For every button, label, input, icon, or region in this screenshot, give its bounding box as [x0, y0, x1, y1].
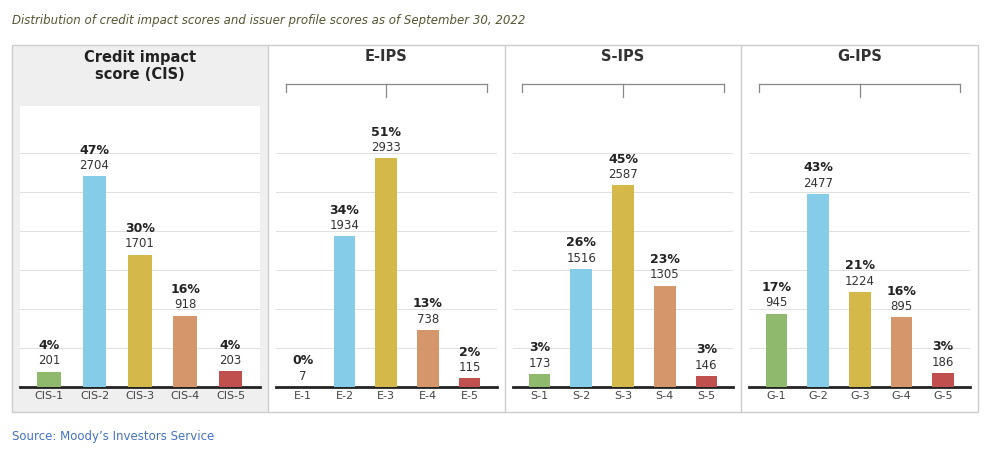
- Text: 146: 146: [695, 359, 718, 372]
- Bar: [528, 374, 550, 387]
- Text: 1934: 1934: [329, 219, 360, 232]
- Bar: [128, 255, 152, 387]
- Text: 23%: 23%: [650, 253, 679, 266]
- Text: 186: 186: [932, 356, 954, 369]
- Text: 2%: 2%: [459, 346, 480, 359]
- Bar: [808, 194, 829, 387]
- Text: 3%: 3%: [933, 340, 953, 353]
- Text: 4%: 4%: [220, 339, 242, 352]
- Text: 203: 203: [220, 354, 242, 367]
- Bar: [654, 285, 675, 387]
- Bar: [417, 330, 439, 387]
- Text: 2477: 2477: [803, 177, 833, 190]
- Bar: [933, 373, 954, 387]
- Bar: [571, 269, 593, 387]
- Text: 945: 945: [765, 296, 788, 309]
- Text: 3%: 3%: [696, 343, 717, 356]
- Text: 1516: 1516: [566, 252, 597, 265]
- Bar: [765, 313, 787, 387]
- Text: 34%: 34%: [329, 204, 360, 217]
- Text: 201: 201: [38, 354, 60, 367]
- Text: 16%: 16%: [886, 285, 916, 298]
- Bar: [174, 316, 197, 387]
- Text: 895: 895: [890, 300, 913, 313]
- Bar: [849, 292, 871, 387]
- Bar: [83, 176, 106, 387]
- Text: 13%: 13%: [413, 297, 443, 310]
- Text: 1224: 1224: [845, 275, 875, 288]
- Text: 30%: 30%: [125, 222, 155, 235]
- Text: 16%: 16%: [171, 283, 200, 296]
- Bar: [458, 378, 480, 387]
- Bar: [333, 236, 355, 387]
- Text: 918: 918: [174, 299, 196, 312]
- Text: 2704: 2704: [80, 159, 109, 172]
- Text: 43%: 43%: [804, 161, 833, 174]
- Text: 47%: 47%: [80, 144, 109, 157]
- Text: Source: Moody’s Investors Service: Source: Moody’s Investors Service: [12, 430, 214, 443]
- Text: 738: 738: [417, 313, 439, 326]
- Text: 17%: 17%: [761, 281, 792, 294]
- Text: 21%: 21%: [845, 259, 875, 272]
- Text: 3%: 3%: [529, 341, 550, 354]
- Text: 1305: 1305: [650, 268, 679, 281]
- Text: 0%: 0%: [292, 354, 314, 367]
- Bar: [376, 159, 397, 387]
- Text: E-IPS: E-IPS: [365, 49, 407, 64]
- Text: 115: 115: [458, 361, 481, 374]
- Bar: [695, 376, 717, 387]
- Text: 26%: 26%: [566, 236, 597, 250]
- Text: 4%: 4%: [38, 339, 60, 352]
- Bar: [219, 371, 243, 387]
- Text: 2587: 2587: [608, 168, 638, 181]
- Text: Credit impact
score (CIS): Credit impact score (CIS): [84, 50, 196, 82]
- Text: 173: 173: [528, 357, 551, 370]
- Text: Distribution of credit impact scores and issuer profile scores as of September 3: Distribution of credit impact scores and…: [12, 14, 526, 27]
- Text: 7: 7: [299, 370, 307, 382]
- Bar: [890, 318, 912, 387]
- Text: 45%: 45%: [608, 153, 638, 166]
- Text: 2933: 2933: [372, 141, 401, 154]
- Bar: [37, 371, 61, 387]
- Bar: [612, 185, 634, 387]
- Text: 51%: 51%: [372, 126, 401, 139]
- Text: G-IPS: G-IPS: [837, 49, 882, 64]
- Text: 1701: 1701: [125, 237, 155, 251]
- Text: S-IPS: S-IPS: [601, 49, 645, 64]
